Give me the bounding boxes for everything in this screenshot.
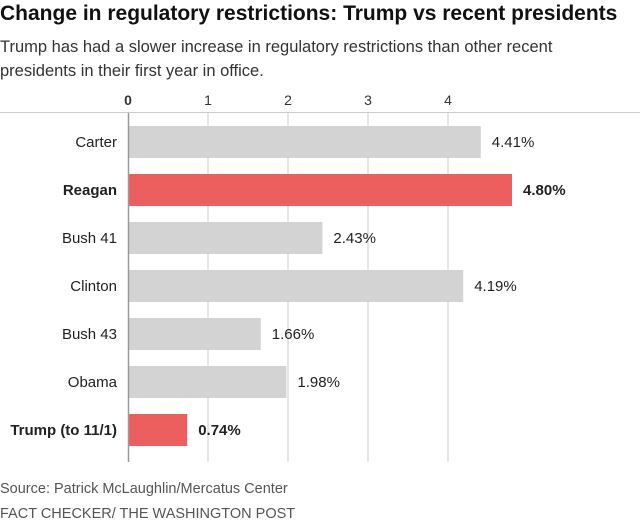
- bar: [128, 414, 188, 446]
- bar: [128, 222, 323, 254]
- value-label: 2.43%: [333, 230, 376, 247]
- credit-note: FACT CHECKER/ THE WASHINGTON POST: [0, 506, 296, 522]
- bar: [128, 174, 512, 206]
- value-label: 4.80%: [523, 182, 566, 199]
- chart-title: Change in regulatory restrictions: Trump…: [0, 2, 618, 25]
- value-label: 0.74%: [198, 422, 241, 439]
- value-label: 4.19%: [474, 278, 517, 295]
- x-tick-label: 3: [364, 92, 372, 108]
- category-label: Obama: [68, 374, 118, 391]
- x-tick-label: 2: [284, 92, 292, 108]
- value-label: 1.66%: [272, 326, 315, 343]
- value-label: 1.98%: [297, 374, 340, 391]
- category-label: Carter: [75, 134, 117, 151]
- category-label: Bush 43: [62, 326, 117, 343]
- x-tick-label: 0: [124, 92, 132, 108]
- source-note: Source: Patrick McLaughlin/Mercatus Cent…: [0, 481, 288, 497]
- x-tick-label: 1: [204, 92, 212, 108]
- category-label: Clinton: [70, 278, 117, 295]
- bar: [128, 270, 464, 302]
- category-label: Bush 41: [62, 230, 117, 247]
- value-label: 4.41%: [492, 134, 535, 151]
- chart-subtitle: Trump has had a slower increase in regul…: [0, 38, 553, 80]
- category-label: Trump (to 11/1): [10, 422, 117, 439]
- bar: [128, 126, 481, 158]
- bar: [128, 318, 261, 350]
- bar: [128, 366, 287, 398]
- category-label: Reagan: [63, 182, 117, 199]
- x-tick-label: 4: [444, 92, 452, 108]
